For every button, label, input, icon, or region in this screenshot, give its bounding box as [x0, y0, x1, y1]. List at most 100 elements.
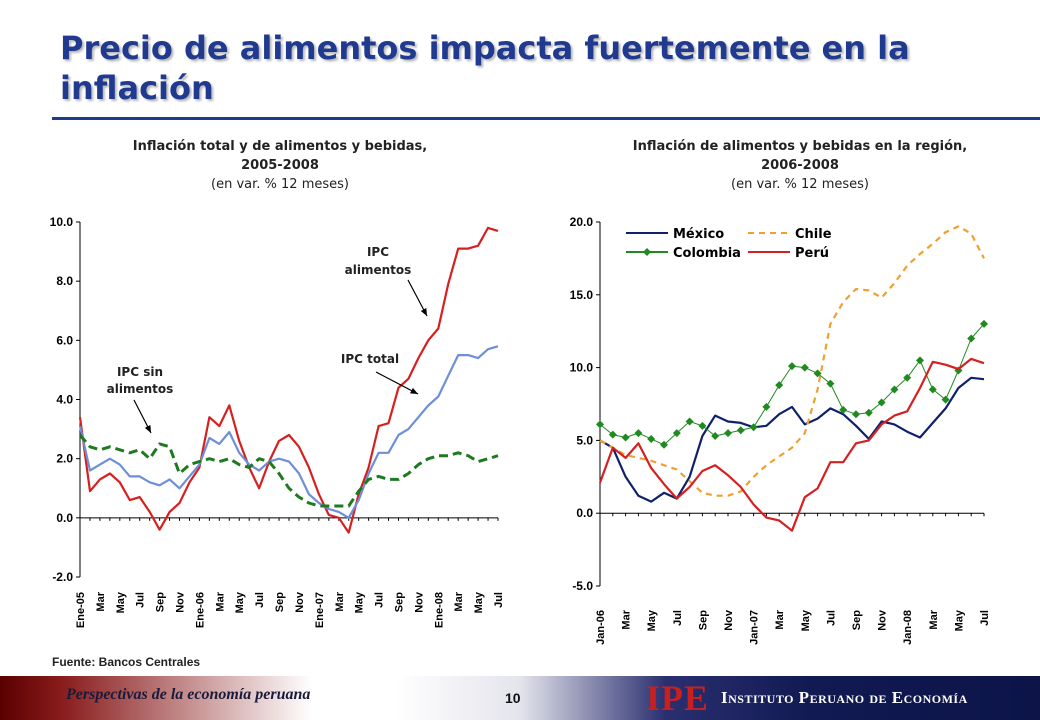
regional-food-inflation-chart: 20.0 15.0 10.0 5.0 0.0 -5.0 Jan-06 Mar May Jul Sep…	[570, 215, 991, 645]
data-point-colombia	[916, 356, 924, 365]
series-line-ipc-sin-alimentos	[78, 434, 499, 508]
annotation-arrowhead	[420, 308, 427, 316]
legend-label-chile: Chile	[795, 227, 832, 242]
x-tick-label: Mar	[95, 591, 107, 611]
annotation-label: alimentos	[345, 263, 412, 277]
x-tick-label: Mar	[334, 591, 346, 611]
data-point-colombia	[621, 433, 630, 442]
x-tick-label: Jul	[254, 592, 266, 608]
y-tick-label: 5.0	[576, 433, 593, 447]
data-point-colombia	[864, 408, 873, 417]
x-tick-label: May	[646, 609, 658, 631]
x-tick-label: Nov	[723, 609, 735, 631]
data-point-colombia	[749, 423, 758, 432]
x-tick-label: Jul	[825, 610, 837, 626]
data-point-colombia	[788, 362, 796, 371]
title-underline	[52, 117, 1040, 120]
footer-caption: Perspectivas de la economía peruana	[66, 686, 311, 703]
data-point-colombia	[839, 405, 848, 414]
x-tick-label: Ene-08	[433, 592, 445, 628]
y-tick-label: 0.0	[56, 511, 73, 525]
x-tick-label: Ene-06	[194, 592, 206, 628]
x-tick-label: Mar	[214, 591, 226, 611]
x-tick-label: Sep	[851, 610, 863, 630]
data-point-colombia	[928, 385, 937, 394]
annotation-arrowhead	[410, 387, 418, 394]
y-tick-label: 8.0	[56, 274, 73, 288]
page-number: 10	[505, 690, 521, 706]
legend-marker-colombia	[643, 248, 651, 256]
y-tick-label: 0.0	[576, 506, 593, 520]
data-point-colombia	[608, 430, 617, 439]
x-tick-label: Mar	[621, 609, 633, 629]
data-point-colombia	[634, 429, 643, 438]
series-line-colombia	[599, 323, 985, 446]
x-tick-label: May	[354, 591, 366, 613]
data-point-colombia	[685, 417, 694, 426]
x-tick-label: Nov	[877, 609, 889, 631]
y-tick-label: 15.0	[570, 288, 594, 302]
x-tick-label: Sep	[274, 592, 286, 612]
x-tick-label: Jan-08	[902, 610, 914, 645]
data-point-colombia	[724, 429, 732, 438]
series-line-chile	[599, 225, 985, 497]
annotation-arrow	[375, 371, 419, 395]
x-tick-label: Ene-05	[75, 592, 87, 628]
annotation-label: alimentos	[107, 382, 174, 396]
chart1-title-line2: 2005-2008	[241, 158, 319, 173]
data-point-colombia	[877, 398, 886, 407]
y-tick-label: -5.0	[572, 579, 593, 593]
x-tick-label: Jul	[374, 592, 386, 608]
x-tick-label: Jul	[493, 592, 505, 608]
y-tick-label: 10.0	[570, 361, 594, 375]
x-tick-label: Ene-07	[314, 592, 326, 628]
x-tick-label: Jul	[135, 592, 147, 608]
annotation-label: IPC	[367, 245, 389, 259]
data-point-colombia	[903, 373, 912, 382]
x-tick-label: Jan-07	[749, 610, 761, 645]
data-point-colombia	[890, 385, 899, 394]
data-point-colombia	[660, 440, 668, 449]
footer-bar: Perspectivas de la economía peruana 10 I…	[0, 676, 1040, 720]
chart2-title-line1: Inflación de alimentos y bebidas en la r…	[632, 139, 968, 154]
data-point-colombia	[698, 421, 707, 430]
y-tick-label: 10.0	[50, 215, 74, 229]
series-line-m-xico	[599, 376, 985, 503]
y-tick-label: 2.0	[56, 452, 73, 466]
x-tick-label: May	[953, 609, 965, 631]
x-tick-label: Jan-06	[595, 610, 607, 645]
y-tick-label: 6.0	[56, 333, 73, 347]
x-tick-label: Mar	[928, 609, 940, 629]
x-tick-label: Sep	[155, 592, 167, 612]
x-tick-label: May	[234, 591, 246, 613]
y-tick-label: 20.0	[570, 215, 594, 229]
data-point-colombia	[672, 429, 681, 438]
series-line-per-	[598, 357, 985, 532]
chart2-title-line2: 2006-2008	[761, 158, 839, 173]
y-tick-label: -2.0	[52, 570, 73, 584]
chart2-title-block: Inflación de alimentos y bebidas en la r…	[580, 137, 1020, 194]
x-tick-label: Nov	[294, 591, 306, 613]
ipe-logo-mark: IPE	[646, 678, 710, 718]
series-line-ipc-alimentos	[78, 226, 499, 534]
data-point-colombia	[941, 395, 950, 404]
data-point-colombia	[596, 420, 604, 429]
annotation-arrowhead	[144, 425, 151, 433]
x-tick-label: Sep	[697, 610, 709, 630]
annotation-label: IPC total	[341, 352, 399, 366]
x-tick-label: Jul	[672, 610, 684, 626]
ipe-logo: IPE Instituto Peruano de Economía	[646, 676, 968, 720]
annotation-label: IPC sin	[117, 365, 163, 379]
data-point-colombia	[711, 432, 720, 441]
x-tick-label: Mar	[774, 609, 786, 629]
data-point-colombia	[775, 381, 784, 390]
x-tick-label: Mar	[453, 591, 465, 611]
x-tick-label: Jul	[979, 610, 991, 626]
data-point-colombia	[647, 434, 656, 443]
source-note: Fuente: Bancos Centrales	[52, 655, 201, 669]
x-tick-label: May	[473, 591, 485, 613]
data-point-colombia	[967, 334, 976, 343]
y-tick-label: 4.0	[56, 393, 73, 407]
ipe-logo-name: Instituto Peruano de Economía	[721, 688, 968, 707]
x-tick-label: May	[800, 609, 812, 631]
